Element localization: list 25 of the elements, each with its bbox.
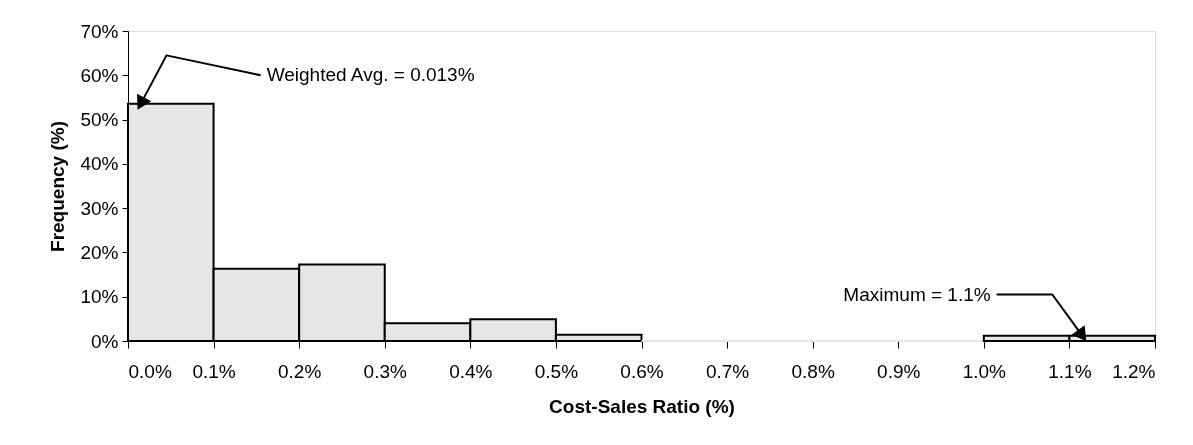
y-tick-label: 70% (80, 20, 119, 42)
y-tick-label: 30% (80, 197, 119, 219)
x-tick-label: 1.0% (962, 360, 1007, 382)
x-tick-label: 1.2% (1112, 360, 1156, 382)
x-tick-label: 0.7% (705, 360, 750, 382)
annotation: Maximum = 1.1% (843, 283, 991, 305)
annotation: Weighted Avg. = 0.013% (266, 64, 475, 86)
y-axis-title: Frequency (%) (47, 121, 69, 252)
x-tick-label: 1.1% (1048, 360, 1092, 382)
x-tick-label: 0.5% (534, 360, 579, 382)
x-axis-title: Cost-Sales Ratio (%) (549, 395, 735, 417)
x-tick-label: 0.1% (192, 360, 236, 382)
y-tick-label: 60% (80, 64, 119, 86)
x-tick-label: 0.4% (449, 360, 493, 382)
x-tick-label: 0.2% (278, 360, 322, 382)
x-tick-label: 0.0% (128, 360, 172, 382)
y-tick-label: 20% (80, 241, 119, 263)
x-tick-label: 0.6% (620, 360, 664, 382)
x-tick-label: 0.3% (363, 360, 408, 382)
y-tick-label: 50% (80, 109, 119, 131)
y-tick-label: 10% (80, 286, 119, 308)
x-tick-label: 0.9% (877, 360, 921, 382)
y-tick-label: 40% (80, 153, 119, 175)
x-tick-label: 0.8% (791, 360, 835, 382)
y-tick-label: 0% (91, 330, 119, 352)
